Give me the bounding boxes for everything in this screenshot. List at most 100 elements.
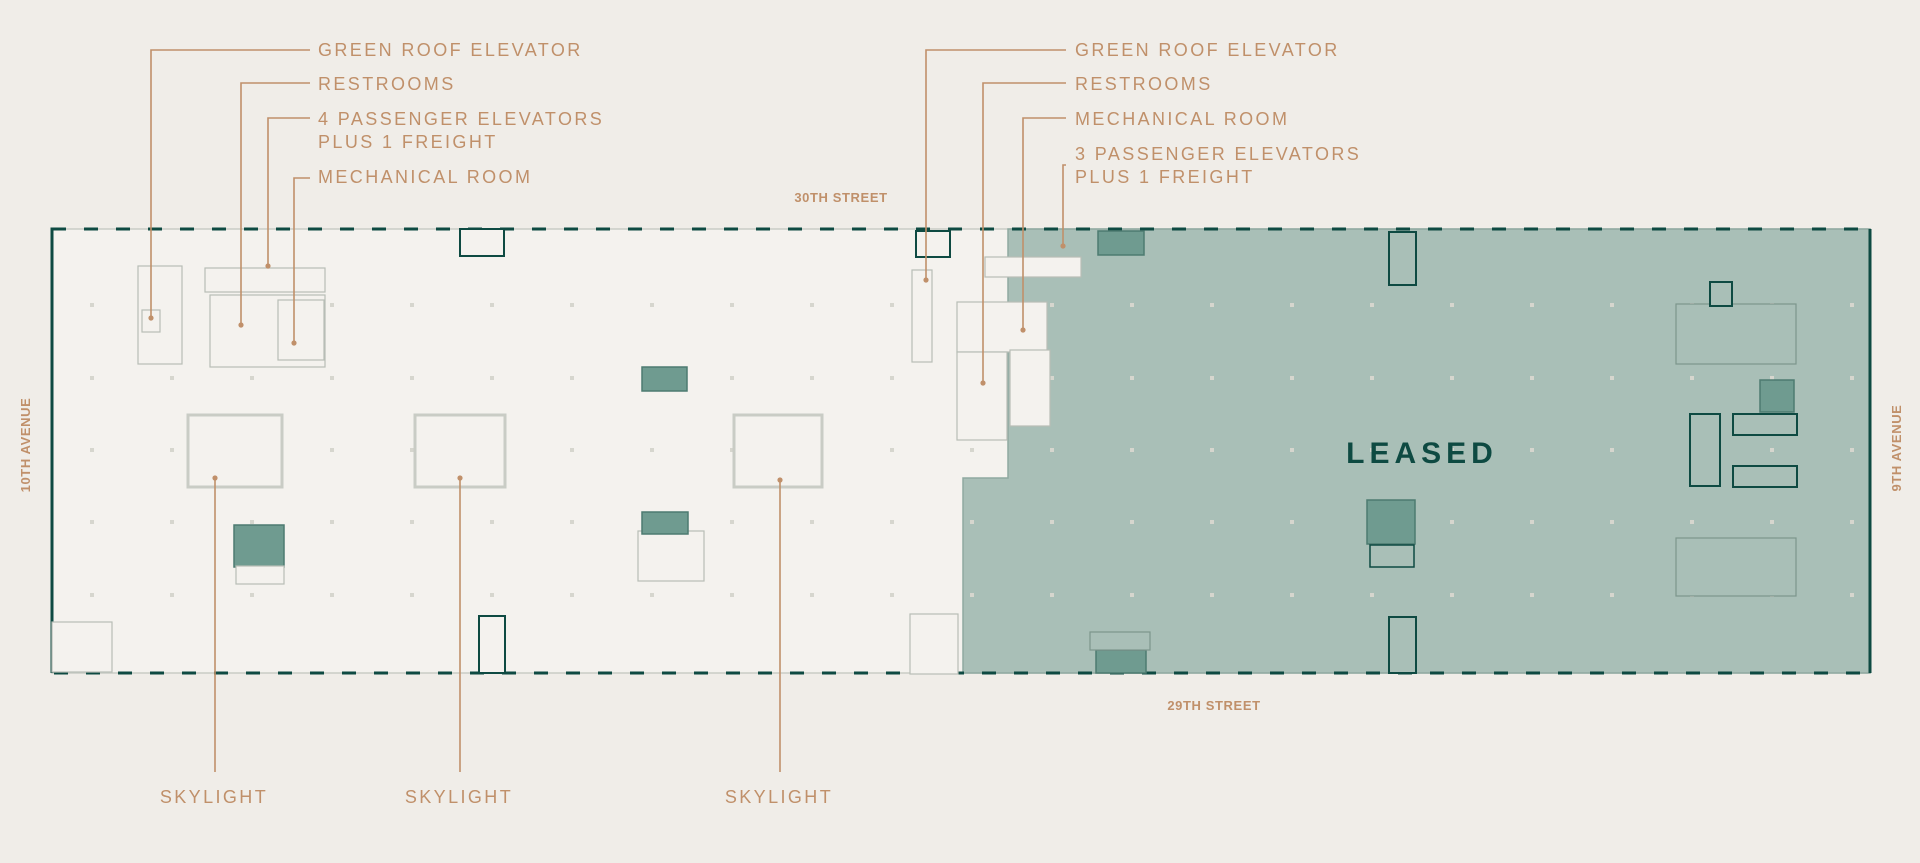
- structural-column: [1770, 376, 1774, 380]
- structural-column: [330, 376, 334, 380]
- structural-column: [570, 303, 574, 307]
- structural-column: [90, 593, 94, 597]
- structural-column: [890, 520, 894, 524]
- structural-column: [1690, 520, 1694, 524]
- west-core: [137, 228, 505, 368]
- structural-column: [330, 593, 334, 597]
- skylight-leaders: [212, 475, 783, 772]
- structural-column: [250, 593, 254, 597]
- street-north-label: 30TH STREET: [794, 190, 887, 205]
- callout-east-mechanical-room: MECHANICAL ROOM: [1075, 109, 1289, 129]
- structural-column: [1450, 448, 1454, 452]
- structural-column: [1050, 376, 1054, 380]
- structural-column: [1290, 303, 1294, 307]
- structural-column: [810, 303, 814, 307]
- structural-column: [1850, 303, 1854, 307]
- structural-column: [650, 448, 654, 452]
- structural-column: [570, 376, 574, 380]
- structural-column: [1210, 448, 1214, 452]
- structural-column: [1210, 303, 1214, 307]
- structural-column: [570, 520, 574, 524]
- structural-column: [730, 376, 734, 380]
- structural-column: [1290, 593, 1294, 597]
- structural-column: [810, 520, 814, 524]
- structural-column: [570, 593, 574, 597]
- structural-column: [730, 593, 734, 597]
- skylight-opening: [186, 413, 284, 489]
- structural-column: [1850, 448, 1854, 452]
- structural-column: [1610, 520, 1614, 524]
- structural-column: [1050, 448, 1054, 452]
- structural-column: [330, 448, 334, 452]
- structural-column: [1050, 520, 1054, 524]
- structural-column: [890, 376, 894, 380]
- structural-column: [1050, 303, 1054, 307]
- structural-column: [1290, 520, 1294, 524]
- structural-column: [890, 593, 894, 597]
- structural-column: [970, 520, 974, 524]
- structural-column: [1370, 303, 1374, 307]
- structural-column: [1530, 376, 1534, 380]
- structural-column: [90, 376, 94, 380]
- structural-column: [1130, 376, 1134, 380]
- structural-column: [1770, 448, 1774, 452]
- structural-column: [1050, 593, 1054, 597]
- structural-column: [170, 376, 174, 380]
- structural-column: [1690, 376, 1694, 380]
- structural-column: [1130, 593, 1134, 597]
- structural-column: [90, 303, 94, 307]
- skylight-label: SKYLIGHT: [725, 787, 833, 807]
- structural-column: [90, 448, 94, 452]
- structural-column: [810, 593, 814, 597]
- structural-column: [490, 520, 494, 524]
- structural-column: [890, 448, 894, 452]
- structural-column: [730, 448, 734, 452]
- structural-column: [1130, 448, 1134, 452]
- structural-column: [490, 303, 494, 307]
- structural-column: [1130, 303, 1134, 307]
- leased-label: LEASED: [1346, 437, 1498, 470]
- callout-west-mechanical-room: MECHANICAL ROOM: [318, 167, 532, 187]
- structural-column: [970, 593, 974, 597]
- structural-column: [970, 448, 974, 452]
- callout-west-elevators-line1: 4 PASSENGER ELEVATORS: [318, 109, 604, 129]
- structural-column: [1530, 520, 1534, 524]
- avenue-east-label: 9TH AVENUE: [1889, 405, 1904, 492]
- structural-column: [810, 376, 814, 380]
- structural-column: [490, 376, 494, 380]
- interior-features: [51, 230, 1048, 675]
- structural-column: [330, 303, 334, 307]
- structural-column: [1530, 593, 1534, 597]
- structural-column: [90, 520, 94, 524]
- structural-column: [1770, 520, 1774, 524]
- structural-column: [490, 593, 494, 597]
- structural-column: [1210, 593, 1214, 597]
- structural-column: [1210, 376, 1214, 380]
- structural-column: [1370, 376, 1374, 380]
- structural-column: [410, 376, 414, 380]
- skylight-opening: [732, 413, 824, 489]
- exterior-walls: [50, 227, 1872, 675]
- structural-column: [1530, 303, 1534, 307]
- structural-column: [650, 303, 654, 307]
- west-callout-leaders: [148, 49, 310, 346]
- skylights: [186, 413, 824, 489]
- structural-column: [1290, 376, 1294, 380]
- structural-column: [1130, 520, 1134, 524]
- structural-column: [1850, 520, 1854, 524]
- structural-column: [650, 593, 654, 597]
- structural-column: [170, 593, 174, 597]
- east-core: [984, 230, 1798, 674]
- callout-east-restrooms: RESTROOMS: [1075, 74, 1213, 94]
- callout-east-elevators-line1: 3 PASSENGER ELEVATORS: [1075, 144, 1361, 164]
- structural-column: [1450, 593, 1454, 597]
- structural-column: [330, 520, 334, 524]
- skylight-label: SKYLIGHT: [160, 787, 268, 807]
- callout-west-green-roof-elevator: GREEN ROOF ELEVATOR: [318, 40, 583, 60]
- structural-column: [410, 520, 414, 524]
- structural-column: [570, 448, 574, 452]
- structural-column: [250, 520, 254, 524]
- structural-column: [1610, 448, 1614, 452]
- structural-column: [410, 448, 414, 452]
